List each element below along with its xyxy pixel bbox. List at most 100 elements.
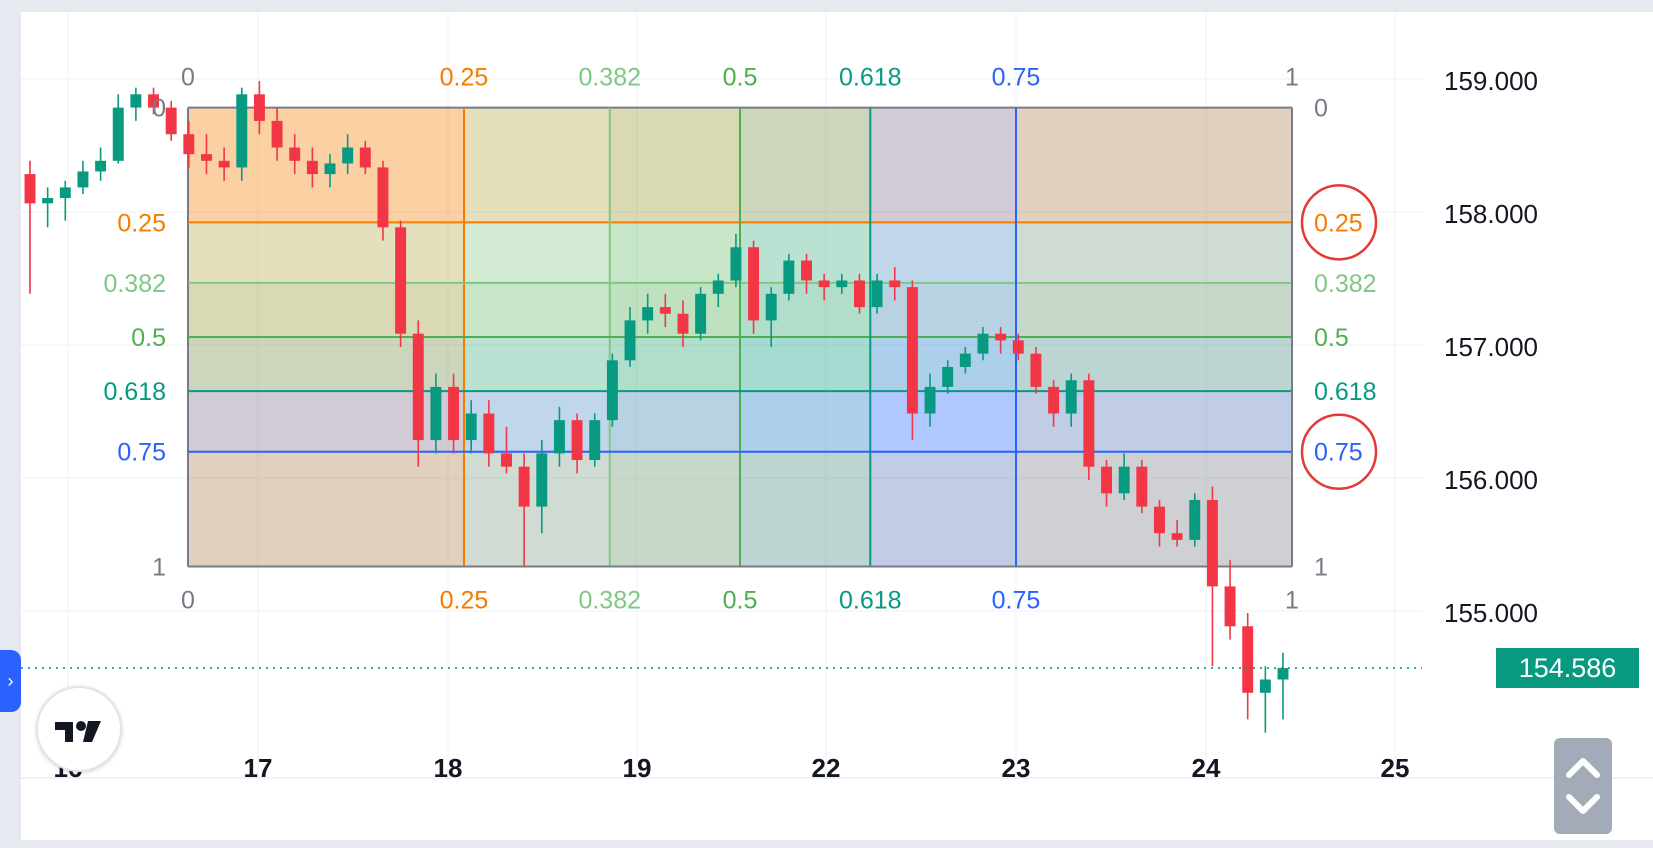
fib-price-label-left: 0 bbox=[152, 95, 166, 123]
fib-price-label-left: 0.75 bbox=[117, 439, 166, 467]
candle-body bbox=[589, 420, 601, 461]
fib-time-label-top: 0.25 bbox=[440, 64, 489, 92]
fib-price-label-right: 0.25 bbox=[1314, 209, 1363, 237]
candle-body bbox=[553, 420, 565, 454]
candle-body bbox=[1242, 626, 1254, 693]
fib-time-label-bottom: 0.382 bbox=[578, 586, 641, 614]
candle-body bbox=[642, 307, 654, 321]
candle-body bbox=[112, 107, 124, 161]
candle-body bbox=[236, 94, 248, 168]
x-tick-label: 18 bbox=[434, 753, 463, 783]
candle-body bbox=[712, 280, 724, 294]
candle-body bbox=[1189, 499, 1201, 540]
candle-body bbox=[1030, 353, 1042, 387]
candle-body bbox=[536, 453, 548, 507]
candle-body bbox=[1259, 679, 1271, 693]
candle-body bbox=[836, 280, 848, 288]
candle-body bbox=[501, 453, 512, 467]
candle-body bbox=[324, 163, 336, 175]
candle-body bbox=[306, 160, 318, 175]
candle-body bbox=[289, 147, 301, 161]
candle-body bbox=[1012, 340, 1024, 354]
candle-body bbox=[1118, 466, 1130, 494]
x-tick-label: 19 bbox=[623, 753, 652, 783]
fib-time-label-bottom: 0.25 bbox=[440, 586, 489, 614]
candle-body bbox=[183, 134, 195, 155]
chevron-right-icon: › bbox=[7, 671, 14, 691]
candle-body bbox=[483, 413, 495, 454]
fib-price-label-left: 1 bbox=[152, 553, 166, 581]
x-tick-label: 23 bbox=[1002, 753, 1031, 783]
candle-body bbox=[518, 466, 530, 507]
candle-body bbox=[853, 280, 865, 308]
fib-time-label-bottom: 0.618 bbox=[839, 586, 902, 614]
candle-body bbox=[801, 260, 812, 281]
candle-body bbox=[606, 360, 618, 421]
candle-body bbox=[1136, 466, 1148, 507]
fib-price-label-right: 0.382 bbox=[1314, 270, 1377, 298]
tradingview-logo[interactable] bbox=[36, 686, 122, 772]
candle-body bbox=[1224, 586, 1236, 627]
candle-body bbox=[765, 293, 777, 321]
scroll-to-realtime-button[interactable] bbox=[1554, 738, 1612, 834]
tradingview-logo-icon bbox=[55, 721, 101, 742]
x-tick-label: 17 bbox=[244, 753, 273, 783]
fib-time-label-top: 0.618 bbox=[839, 64, 902, 92]
fib-price-label-left: 0.382 bbox=[103, 270, 166, 298]
scroll-chevrons-icon bbox=[1566, 758, 1600, 814]
fib-time-label-top: 0 bbox=[181, 64, 195, 92]
price-axis[interactable]: 159.000 158.000 157.000 156.000 155.000 bbox=[1444, 66, 1538, 628]
candle-body bbox=[942, 366, 954, 387]
candle-body bbox=[1206, 499, 1218, 587]
candle-body bbox=[571, 420, 583, 461]
candle-body bbox=[977, 333, 989, 354]
time-axis[interactable]: 1617181922232425 bbox=[54, 753, 1410, 783]
candle-body bbox=[659, 307, 671, 314]
candle-body bbox=[448, 386, 460, 441]
candle-body bbox=[1065, 380, 1077, 414]
highlight-circle bbox=[1300, 413, 1378, 490]
fib-time-label-bottom: 1 bbox=[1285, 586, 1299, 614]
y-tick-label: 157.000 bbox=[1444, 332, 1538, 362]
candle-body bbox=[148, 94, 160, 108]
y-tick-label: 155.000 bbox=[1444, 598, 1538, 628]
fib-price-label-right: 0 bbox=[1314, 95, 1328, 123]
candle-body bbox=[395, 227, 407, 334]
candle-body bbox=[871, 280, 883, 308]
candle-body bbox=[95, 160, 107, 172]
expand-sidebar-button[interactable]: › bbox=[0, 650, 21, 712]
fib-price-label-right: 1 bbox=[1314, 553, 1328, 581]
fib-time-label-bottom: 0.75 bbox=[992, 586, 1041, 614]
x-tick-label: 24 bbox=[1192, 753, 1221, 783]
x-tick-label: 22 bbox=[812, 753, 841, 783]
candle-body bbox=[906, 287, 918, 414]
candle-body bbox=[342, 147, 354, 164]
candle-body bbox=[1048, 386, 1060, 414]
candle-body bbox=[730, 247, 742, 281]
candle-body bbox=[1171, 533, 1183, 540]
candle-body bbox=[130, 94, 142, 108]
candle-body bbox=[1153, 506, 1165, 534]
candle-body bbox=[412, 333, 424, 441]
fib-time-label-bottom: 0 bbox=[181, 586, 195, 614]
candle-body bbox=[77, 171, 89, 188]
candle-body bbox=[253, 94, 265, 121]
candle-body bbox=[889, 280, 901, 288]
y-tick-label: 159.000 bbox=[1444, 66, 1538, 96]
candle-body bbox=[748, 247, 760, 321]
highlight-circles bbox=[1300, 184, 1378, 490]
candle-body bbox=[465, 413, 477, 441]
candle-body bbox=[42, 198, 54, 204]
candle-body bbox=[377, 167, 389, 228]
fib-price-label-left: 0.25 bbox=[117, 209, 166, 237]
y-tick-label: 158.000 bbox=[1444, 199, 1538, 229]
x-tick-label: 25 bbox=[1381, 753, 1410, 783]
candle-body bbox=[624, 320, 636, 361]
fib-price-label-right: 0.618 bbox=[1314, 378, 1377, 406]
candle-body bbox=[995, 333, 1007, 341]
last-price-badge: 154.586 bbox=[1496, 648, 1639, 689]
candlestick-series bbox=[21, 81, 1422, 733]
